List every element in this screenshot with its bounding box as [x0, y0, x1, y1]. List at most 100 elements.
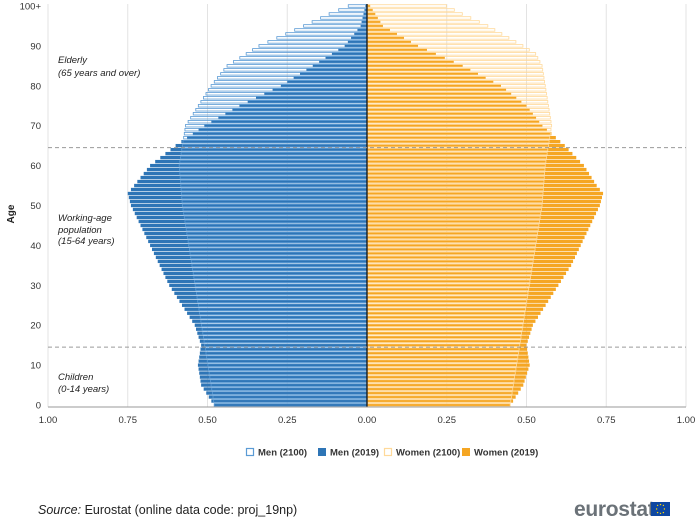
bar	[367, 175, 592, 180]
y-tick-label: 90	[30, 41, 41, 52]
bar	[128, 195, 367, 200]
legend-label: Women (2019)	[474, 448, 538, 459]
x-tick-label: 0.25	[278, 415, 297, 426]
bar	[351, 36, 367, 40]
bar	[367, 295, 551, 299]
bar	[367, 255, 575, 260]
x-tick-label: 0.50	[517, 415, 536, 426]
bar	[127, 191, 367, 196]
bar	[320, 16, 368, 20]
bar	[255, 96, 367, 100]
bar	[192, 132, 367, 136]
bar	[367, 251, 577, 256]
bar	[204, 124, 367, 128]
bar	[367, 128, 547, 132]
bar	[347, 4, 368, 8]
bar	[328, 12, 367, 16]
bar	[354, 32, 367, 36]
bar	[367, 207, 598, 212]
bar	[331, 52, 367, 56]
bar	[196, 327, 367, 331]
age-group-label: Working-age	[58, 213, 112, 224]
bar	[367, 335, 530, 339]
bar	[367, 64, 463, 68]
bar	[208, 395, 367, 399]
legend-label: Men (2019)	[330, 448, 379, 459]
bar	[206, 391, 367, 395]
eurostat-logo: eurostat	[574, 498, 655, 521]
bar	[367, 399, 514, 403]
bar	[367, 359, 530, 363]
bar	[174, 291, 367, 295]
legend-label: Women (2100)	[396, 448, 460, 459]
bar	[367, 391, 519, 395]
bar	[165, 151, 367, 156]
bar	[357, 28, 367, 32]
bar	[367, 32, 397, 36]
y-tick-label: 80	[30, 81, 41, 92]
bar	[306, 68, 367, 72]
bar	[367, 363, 530, 367]
bar	[171, 287, 367, 291]
bar	[367, 247, 579, 252]
bar	[367, 319, 536, 323]
bar	[199, 351, 367, 355]
bar	[189, 315, 367, 319]
bar	[199, 375, 367, 379]
bar	[367, 159, 581, 164]
bar	[367, 135, 556, 140]
bar	[360, 24, 367, 28]
bar	[148, 239, 367, 244]
bar	[150, 243, 367, 248]
bar	[367, 112, 533, 116]
bar	[367, 371, 528, 375]
bar	[367, 375, 526, 379]
bar	[366, 16, 472, 20]
legend-swatch	[245, 447, 255, 457]
bar	[134, 211, 367, 216]
bar	[367, 104, 527, 108]
bar	[367, 96, 517, 100]
bar	[157, 259, 367, 264]
bar	[367, 271, 567, 276]
bar	[367, 275, 564, 279]
bar	[367, 215, 595, 220]
bar	[366, 24, 489, 28]
bar	[367, 84, 501, 88]
bar	[367, 8, 373, 12]
bar	[181, 303, 367, 307]
age-group-label: (15-64 years)	[58, 236, 115, 247]
bar	[137, 179, 367, 184]
bar	[367, 231, 587, 236]
y-tick-label: 70	[30, 121, 41, 132]
bar	[197, 331, 367, 335]
bar	[367, 235, 585, 240]
bar	[272, 88, 367, 92]
bar	[367, 203, 600, 208]
bar	[367, 52, 436, 56]
bar	[367, 403, 511, 407]
bar	[367, 263, 572, 268]
bar	[165, 275, 367, 279]
bar	[363, 12, 367, 16]
bar	[138, 219, 367, 224]
bar	[367, 68, 471, 72]
bar	[312, 64, 367, 68]
x-tick-label: 1.00	[677, 415, 695, 426]
bar	[367, 48, 427, 52]
bar	[367, 92, 512, 96]
bar	[136, 215, 367, 220]
x-tick-label: 0.75	[597, 415, 616, 426]
population-pyramid-chart: 0 10 20 30 40 50 60 70 80 90 100+ 1.00 0.75 0.50 0.25 0…	[6, 1, 695, 459]
x-tick-label: 1.00	[39, 415, 58, 426]
y-tick-label: 10	[30, 361, 41, 372]
bar	[225, 112, 367, 116]
bar	[367, 80, 494, 84]
bar	[294, 28, 367, 32]
bar	[367, 323, 533, 327]
source-text: Eurostat (online data code: proj_19np)	[81, 503, 298, 517]
bar	[367, 16, 378, 20]
bar	[367, 60, 454, 64]
bar	[130, 187, 367, 192]
bar	[197, 363, 367, 367]
